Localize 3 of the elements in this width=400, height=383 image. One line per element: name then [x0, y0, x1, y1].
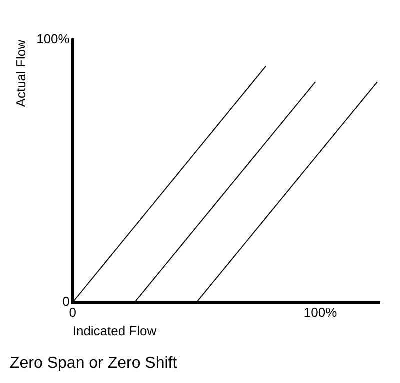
text: Zero Span or Zero Shift: [10, 354, 178, 372]
x-axis-title: Indicated Flow: [72, 324, 158, 339]
y-axis-title: Actual Flow: [13, 39, 28, 108]
